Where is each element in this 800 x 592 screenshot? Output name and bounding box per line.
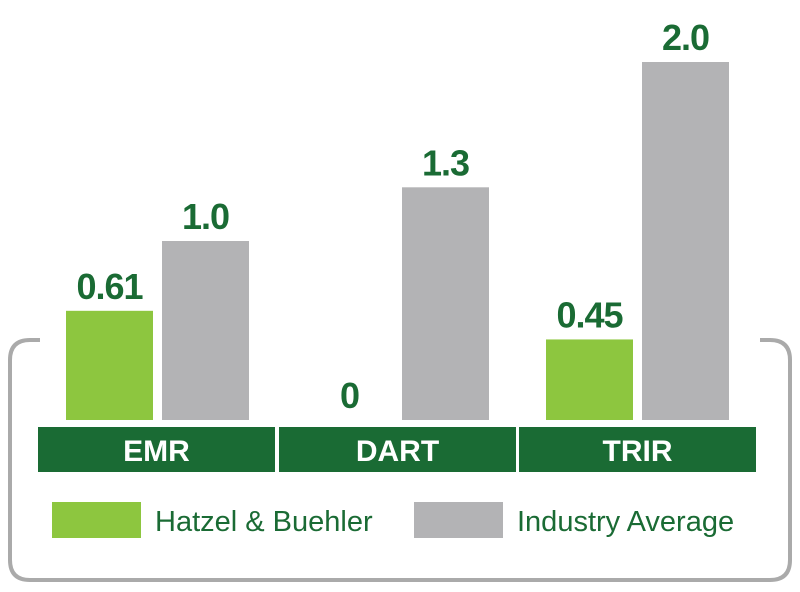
category-label-trir: TRIR xyxy=(603,435,673,468)
bar-dart-industry-average xyxy=(402,187,489,420)
legend-label-industry-average: Industry Average xyxy=(517,506,734,538)
bars-layer: 0.61 1.0 0 1.3 0.45 2.0 xyxy=(66,17,729,420)
category-band-emr xyxy=(38,427,275,472)
data-label-dart-industry-average: 1.3 xyxy=(422,142,469,183)
bar-trir-industry-average xyxy=(642,62,729,420)
data-label-emr-hatzel-buehler: 0.61 xyxy=(76,266,143,307)
bar-emr-hatzel-buehler xyxy=(66,310,153,420)
category-band-trir xyxy=(519,427,756,472)
category-label-dart: DART xyxy=(356,435,439,468)
category-band: EMR DART TRIR xyxy=(38,427,756,472)
bar-emr-industry-average xyxy=(162,241,249,420)
data-label-dart-hatzel-buehler: 0 xyxy=(340,375,359,416)
data-label-emr-industry-average: 1.0 xyxy=(182,196,229,237)
legend-label-hatzel-buehler: Hatzel & Buehler xyxy=(155,506,373,538)
category-label-emr: EMR xyxy=(123,435,190,468)
legend-swatch-hatzel-buehler xyxy=(52,502,141,538)
bar-trir-hatzel-buehler xyxy=(546,339,633,420)
data-label-trir-industry-average: 2.0 xyxy=(662,17,709,58)
legend: Hatzel & Buehler Industry Average xyxy=(52,502,734,538)
category-band-dart xyxy=(279,427,516,472)
data-label-trir-hatzel-buehler: 0.45 xyxy=(556,294,623,335)
chart-frame xyxy=(8,338,792,582)
legend-swatch-industry-average xyxy=(414,502,503,538)
